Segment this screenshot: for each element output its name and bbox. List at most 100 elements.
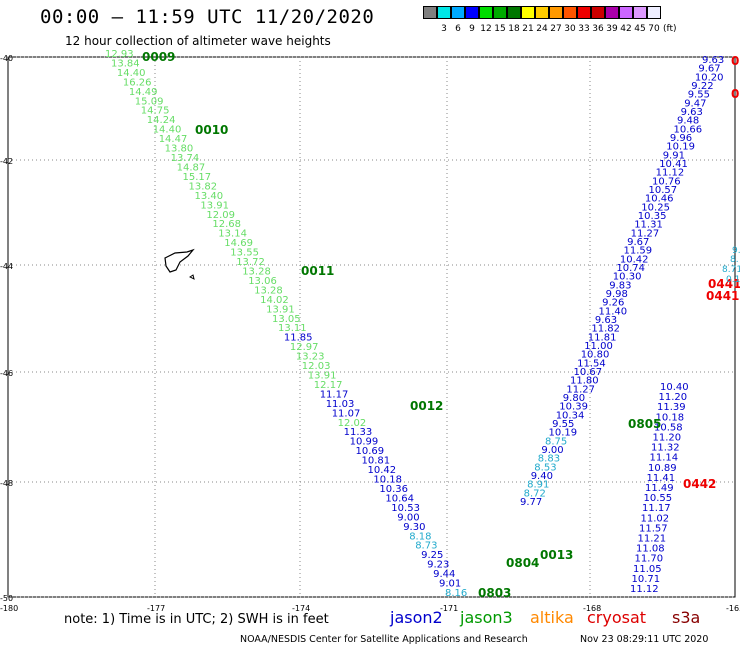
track-value: 8.73 [415,541,437,552]
track-value: 13.40 [195,191,224,202]
track-value: 10.76 [652,176,681,187]
track-value: 13.91 [266,304,295,315]
scale-swatch [563,6,577,19]
track-value: 10.40 [660,382,689,393]
track-value: 10.71 [632,574,661,585]
lon-tick-label: -180 [0,604,18,613]
track-value: 9.30 [403,522,425,533]
chart-title: 00:00 – 11:59 UTC 11/20/2020 [40,6,375,28]
track-value: 13.74 [171,153,200,164]
edge-fragment: 8.71 [722,265,740,275]
track-value: 11.27 [566,384,595,395]
time-marker-0009: 0009 [142,50,175,64]
lat-tick-label: -46 [0,369,13,378]
scale-label: 33 [578,24,590,34]
scale-label: 39 [606,24,618,34]
scale-label: 27 [550,24,562,34]
track-value: 16.26 [123,77,152,88]
credit-line: NOAA/NESDIS Center for Satellite Applica… [240,634,528,645]
track-value: 14.75 [141,106,170,117]
scale-swatch [647,6,661,19]
track-value: 10.55 [644,493,673,504]
track-value: 13.28 [254,285,283,296]
chart-subtitle: 12 hour collection of altimeter wave hei… [65,34,331,48]
track-value: 10.42 [368,465,397,476]
track-value: 11.59 [624,246,653,257]
scale-swatch [451,6,465,19]
track-value: 13.11 [278,323,307,334]
track-value: 10.18 [373,475,402,486]
track-value: 10.67 [574,367,603,378]
time-marker-0: 0 [731,54,739,68]
track-value: 11.20 [653,433,682,444]
scale-label: 36 [592,24,604,34]
track-value: 13.23 [296,352,325,363]
scale-label: 30 [564,24,576,34]
track-value: 9.55 [552,419,574,430]
track-value: 10.42 [620,254,649,265]
track-value: 11.14 [650,453,679,464]
legend-s3a: s3a [672,608,701,627]
edge-fragment: 0.16 [726,275,740,285]
generation-timestamp: Nov 23 08:29:11 UTC 2020 [580,634,709,645]
lon-tick-label: -174 [292,604,310,613]
track-value: 11.05 [633,564,662,575]
track-value: 8.91 [527,480,549,491]
track-value: 14.24 [147,115,176,126]
track-value: 11.33 [344,427,373,438]
lat-tick-label: -50 [0,594,13,603]
lon-tick-label: -171 [440,604,458,613]
track-value: 10.64 [385,493,414,504]
lon-tick-label: -168 [583,604,601,613]
track-value: 11.12 [630,584,659,595]
scale-swatch [535,6,549,19]
scale-swatch [619,6,633,19]
scale-swatch [521,6,535,19]
track-value: 9.40 [531,471,553,482]
scale-unit: (ft) [663,24,677,34]
track-value: 11.17 [320,389,349,400]
scale-label: 12 [480,24,492,34]
track-value: 9.44 [433,569,455,580]
track-value: 9.67 [698,64,720,75]
scale-label: 24 [536,24,548,34]
scale-label: 70 [648,24,660,34]
track-value: 12.09 [206,210,235,221]
track-value: 10.35 [638,211,667,222]
track-value: 9.00 [397,512,419,523]
scale-label: 18 [508,24,520,34]
track-value: 11.07 [332,408,361,419]
track-value: 13.28 [242,267,271,278]
lat-tick-label: -44 [0,262,13,271]
time-marker-0803: 0803 [478,586,511,600]
track-value: 13.91 [200,200,229,211]
scale-swatch [507,6,521,19]
legend-altika: altika [530,608,574,627]
track-value: 11.32 [651,443,680,454]
track-value: 13.72 [236,257,265,268]
track-value: 10.41 [659,159,688,170]
track-value: 11.27 [631,228,660,239]
track-value: 9.63 [595,315,617,326]
track-value: 9.23 [427,560,449,571]
track-value: 10.36 [379,484,408,495]
track-value: 11.41 [647,473,676,484]
edge-fragment: 8. [730,255,739,265]
islet-shape [189,274,195,280]
track-value: 9.80 [563,393,585,404]
track-value: 8.53 [534,462,556,473]
edge-fragment: 9. [732,246,740,256]
track-value: 13.91 [308,371,337,382]
track-value: 10.46 [645,194,674,205]
track-value: 11.39 [657,402,686,413]
track-value: 11.08 [636,544,665,555]
time-marker-0441: 0441 [706,289,739,303]
track-value: 13.82 [189,181,218,192]
track-value: 9.63 [702,55,724,66]
track-value: 14.40 [153,125,182,136]
track-value: 10.20 [695,72,724,83]
scale-label: 45 [634,24,646,34]
legend-jason2: jason2 [390,608,443,627]
track-value: 10.57 [649,185,678,196]
track-value: 9.96 [670,133,692,144]
